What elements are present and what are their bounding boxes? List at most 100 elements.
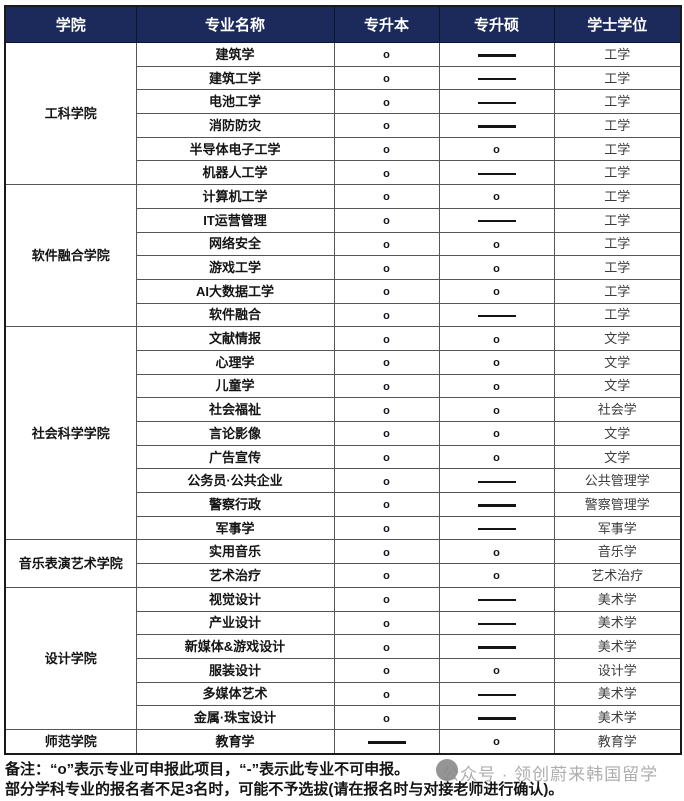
major-cell: 软件融合 bbox=[135, 302, 335, 328]
zhuanshengshuo-cell: o bbox=[438, 278, 555, 304]
note-line-1: 备注：“o”表示专业可申报此项目，“-”表示此专业不可申报。 bbox=[5, 760, 681, 780]
available-circle: o bbox=[383, 452, 390, 465]
table-row: 师范学院 教育学 o 教育学 bbox=[4, 728, 682, 755]
available-circle: o bbox=[493, 736, 500, 749]
degree-cell: 警察管理学 bbox=[553, 492, 682, 517]
watermark-text: 公众号 · 领创蔚来韩国留学 bbox=[442, 765, 659, 784]
zhuanshengshuo-cell: o bbox=[438, 136, 555, 162]
degree-cell: 美术学 bbox=[553, 586, 682, 612]
not-available-dash bbox=[477, 693, 516, 697]
degree-cell: 社会学 bbox=[553, 397, 682, 422]
major-cell: 心理学 bbox=[135, 349, 335, 375]
zhuanshengshuo-cell bbox=[438, 610, 555, 636]
degree-cell: 艺术治疗 bbox=[553, 563, 682, 588]
table-row: 多媒体艺术 o 美术学 bbox=[5, 681, 682, 707]
zhuanshengben-cell: o bbox=[333, 539, 440, 565]
major-cell: 艺术治疗 bbox=[135, 563, 335, 588]
zhuanshengshuo-cell: o bbox=[438, 349, 555, 375]
not-available-dash bbox=[477, 77, 516, 81]
zhuanshengben-cell: o bbox=[333, 231, 440, 257]
available-circle: o bbox=[383, 49, 390, 62]
zhuanshengben-cell: o bbox=[333, 468, 440, 494]
zhuanshengben-cell: o bbox=[333, 705, 440, 730]
available-circle: o bbox=[493, 357, 500, 370]
available-circle: o bbox=[383, 238, 390, 251]
zhuanshengshuo-cell bbox=[438, 89, 555, 115]
programs-table: 学院 专业名称 专升本 专升硕 学士学位 工科学院 建筑学 o 工学 建筑工学 o 工学 电池工学 o 工… bbox=[4, 5, 682, 755]
zhuanshengshuo-cell: o bbox=[438, 421, 555, 446]
table-row: 网络安全 o o 工学 bbox=[5, 231, 682, 257]
available-circle: o bbox=[383, 96, 390, 109]
zhuanshengshuo-cell: o bbox=[438, 373, 555, 399]
column-header-1: 学院 bbox=[4, 5, 137, 43]
zhuanshengshuo-cell: o bbox=[438, 326, 555, 351]
zhuanshengshuo-cell: o bbox=[438, 444, 555, 470]
zhuanshengben-cell: o bbox=[333, 207, 440, 233]
table-row: 新媒体&游戏设计 o 美术学 bbox=[5, 634, 682, 659]
major-cell: 文献情报 bbox=[135, 326, 335, 351]
zhuanshengshuo-cell bbox=[438, 468, 555, 494]
not-available-dash bbox=[477, 599, 516, 602]
not-available-dash bbox=[477, 480, 516, 483]
not-available-dash bbox=[477, 504, 516, 507]
zhuanshengshuo-cell bbox=[438, 634, 555, 659]
degree-cell: 工学 bbox=[553, 278, 682, 304]
major-cell: 军事学 bbox=[135, 515, 335, 541]
zhuanshengben-cell: o bbox=[333, 255, 440, 280]
major-cell: 网络安全 bbox=[135, 231, 335, 257]
zhuanshengben-cell: o bbox=[333, 89, 440, 115]
zhuanshengben-cell: o bbox=[333, 136, 440, 162]
available-circle: o bbox=[383, 167, 390, 180]
degree-cell: 文学 bbox=[553, 373, 682, 399]
table-row: 软件融合学院 计算机工学 o o 工学 bbox=[4, 184, 682, 328]
degree-cell: 军事学 bbox=[553, 515, 682, 541]
not-available-dash bbox=[477, 220, 516, 223]
table-row: AI大数据工学 o o 工学 bbox=[5, 278, 682, 304]
note-line-2: 部分学科专业的报名者不足3名时，可能不予选拔(请在报名时与对接老师进行确认)。 bbox=[5, 781, 564, 799]
available-circle: o bbox=[383, 546, 390, 559]
available-circle: o bbox=[493, 665, 500, 678]
zhuanshengshuo-cell bbox=[438, 586, 555, 612]
zhuanshengben-cell: o bbox=[333, 184, 440, 209]
college-cell: 社会科学学院 bbox=[4, 326, 137, 541]
zhuanshengben-cell: o bbox=[333, 278, 440, 304]
column-header-5: 学士学位 bbox=[553, 5, 682, 43]
available-circle: o bbox=[383, 144, 390, 157]
major-cell: 半导体电子工学 bbox=[135, 136, 335, 162]
major-cell: 公务员·公共企业 bbox=[135, 468, 335, 494]
major-cell: 计算机工学 bbox=[135, 184, 335, 209]
table-row: 游戏工学 o o 工学 bbox=[5, 255, 682, 280]
not-available-dash bbox=[477, 54, 516, 57]
degree-cell: 美术学 bbox=[553, 681, 682, 707]
zhuanshengben-cell: o bbox=[333, 586, 440, 612]
major-cell: 建筑工学 bbox=[135, 65, 335, 91]
zhuanshengben-cell: o bbox=[333, 515, 440, 541]
major-cell: 儿童学 bbox=[135, 373, 335, 399]
watermark-logo-icon bbox=[436, 759, 458, 781]
zhuanshengshuo-cell: o bbox=[438, 255, 555, 280]
degree-cell: 工学 bbox=[553, 302, 682, 328]
zhuanshengben-cell: o bbox=[333, 657, 440, 683]
available-circle: o bbox=[383, 73, 390, 86]
watermark: 公众号 · 领创蔚来韩国留学 bbox=[436, 756, 684, 784]
college-cell: 音乐表演艺术学院 bbox=[4, 539, 137, 588]
zhuanshengben-cell: o bbox=[333, 681, 440, 707]
major-cell: 广告宣传 bbox=[135, 444, 335, 470]
zhuanshengben-cell: o bbox=[333, 563, 440, 588]
zhuanshengben-cell: o bbox=[333, 397, 440, 422]
available-circle: o bbox=[383, 594, 390, 607]
available-circle: o bbox=[493, 570, 500, 583]
major-cell: 金属·珠宝设计 bbox=[135, 705, 335, 730]
available-circle: o bbox=[493, 333, 500, 346]
not-available-dash bbox=[477, 172, 516, 176]
zhuanshengshuo-cell bbox=[438, 705, 555, 730]
not-available-dash bbox=[477, 646, 516, 649]
available-circle: o bbox=[383, 286, 390, 299]
zhuanshengshuo-cell bbox=[438, 515, 555, 541]
available-circle: o bbox=[383, 570, 390, 583]
zhuanshengshuo-cell: o bbox=[438, 539, 555, 565]
degree-cell: 工学 bbox=[553, 89, 682, 115]
zhuanshengshuo-cell: o bbox=[438, 728, 555, 755]
zhuanshengben-cell: o bbox=[333, 373, 440, 399]
